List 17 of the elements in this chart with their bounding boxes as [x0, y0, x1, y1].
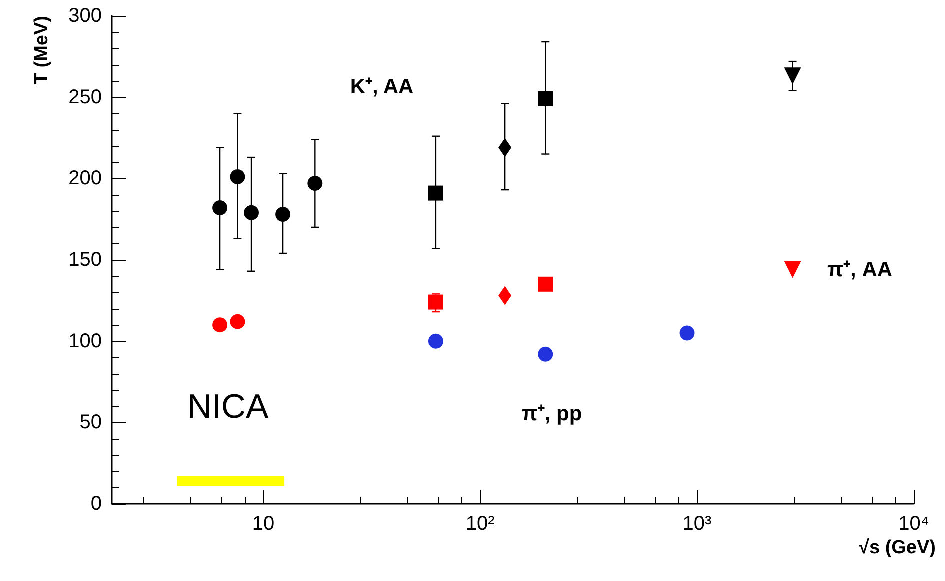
y-tick-label: 250 — [68, 86, 102, 108]
annotation: π⁺, pp — [522, 402, 582, 426]
y-tick-label: 150 — [68, 249, 102, 271]
x-tick-label: 10³ — [682, 513, 712, 535]
y-tick-label: 200 — [68, 168, 102, 190]
y-tick-label: 300 — [68, 5, 102, 27]
y-tick-label: 0 — [90, 493, 102, 515]
y-tick-label: 50 — [80, 412, 102, 434]
annotation: π⁺, AA — [827, 258, 893, 282]
annotation: NICA — [187, 388, 269, 426]
y-tick-label: 100 — [68, 330, 102, 352]
x-tick-label: 10⁴ — [898, 513, 930, 535]
x-tick-label: 10² — [466, 513, 496, 535]
annotation: K⁺, AA — [350, 76, 414, 98]
x-tick-label: 10 — [252, 513, 275, 535]
x-axis-title: √s (GeV) — [859, 538, 936, 558]
y-axis-title: T (MeV) — [32, 16, 52, 85]
